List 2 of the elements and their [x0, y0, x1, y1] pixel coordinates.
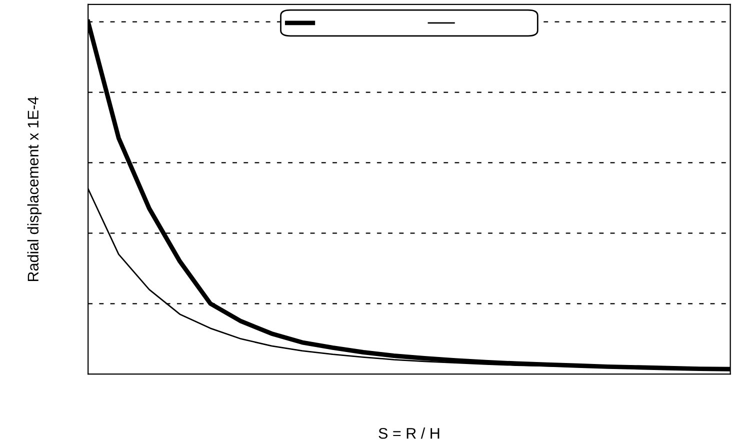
y-axis-title: Radial displacement x 1E-4: [27, 96, 42, 282]
x-axis-title: S = R / H: [378, 428, 440, 439]
